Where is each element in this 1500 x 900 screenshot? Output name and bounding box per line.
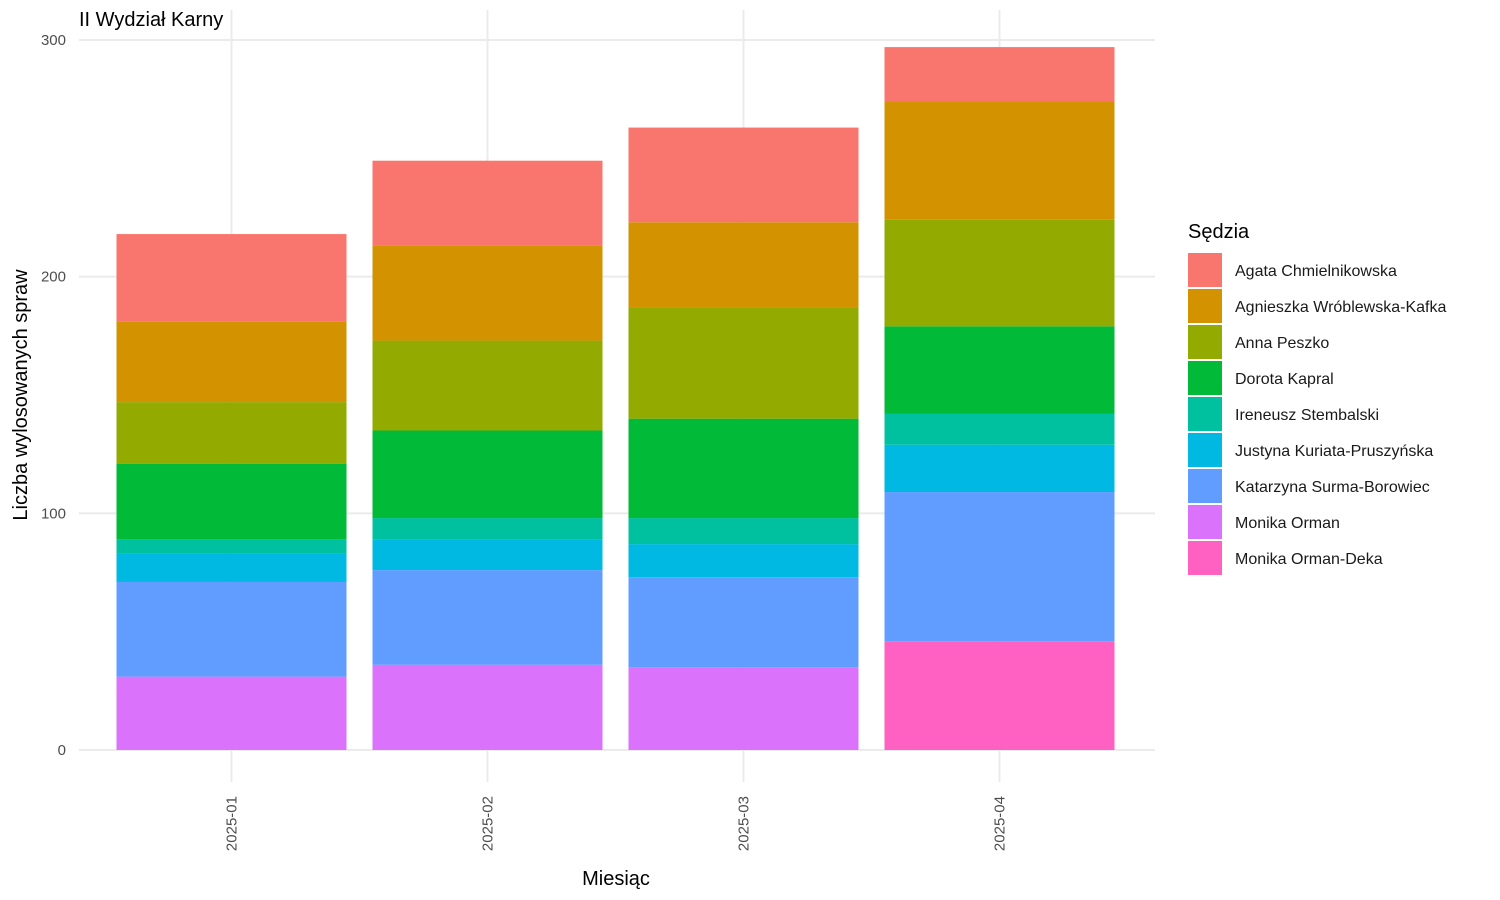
bar-segment — [628, 222, 859, 308]
legend-swatch — [1188, 361, 1222, 395]
bar-segment — [116, 539, 347, 554]
bar-segment — [372, 340, 603, 431]
bar-segment — [628, 127, 859, 223]
x-tick-label: 2025-01 — [224, 796, 241, 851]
y-tick-label: 0 — [58, 742, 66, 759]
bar-segment — [628, 307, 859, 419]
legend-label: Katarzyna Surma-Borowiec — [1235, 479, 1430, 496]
bar-segment — [372, 570, 603, 665]
bar-segment — [628, 544, 859, 578]
legend-swatch — [1188, 397, 1222, 431]
legend-label: Monika Orman — [1235, 515, 1340, 532]
y-tick-label: 100 — [41, 505, 66, 522]
bar-segment — [884, 413, 1115, 445]
bar-segment — [372, 539, 603, 571]
bar-segment — [884, 326, 1115, 414]
legend-label: Monika Orman-Deka — [1235, 551, 1383, 568]
y-axis-ticks: 0 100 200 300 — [41, 32, 66, 759]
bar-segment — [372, 245, 603, 341]
bar-segment — [116, 234, 347, 322]
bar-segment — [116, 676, 347, 750]
bar-segment — [884, 101, 1115, 220]
legend-swatch — [1188, 505, 1222, 539]
bar-segment — [372, 430, 603, 519]
bar-segment — [884, 444, 1115, 493]
legend-swatch — [1188, 433, 1222, 467]
bar-segment — [884, 492, 1115, 642]
bar-segment — [116, 321, 347, 403]
bar-segment — [884, 47, 1115, 102]
legend: Agata Chmielnikowska Agnieszka Wróblewska… — [1188, 253, 1446, 575]
bars — [116, 47, 1115, 750]
legend-swatch — [1188, 469, 1222, 503]
x-axis-ticks: 2025-01 2025-02 2025-03 2025-04 — [224, 796, 1009, 851]
legend-label: Agnieszka Wróblewska-Kafka — [1235, 299, 1446, 316]
y-axis-title: Liczba wylosowanych spraw — [10, 269, 32, 521]
bar-segment — [628, 667, 859, 750]
legend-label: Anna Peszko — [1235, 335, 1329, 352]
bar-segment — [372, 664, 603, 750]
bar-segment — [372, 160, 603, 246]
legend-swatch — [1188, 253, 1222, 287]
bar-segment — [116, 402, 347, 464]
x-tick-label: 2025-04 — [992, 796, 1009, 851]
bar-segment — [116, 581, 347, 677]
legend-label: Ireneusz Stembalski — [1235, 407, 1379, 424]
x-tick-label: 2025-03 — [736, 796, 753, 851]
legend-title: Sędzia — [1188, 221, 1250, 243]
bar-segment — [628, 418, 859, 519]
bar-segment — [372, 518, 603, 540]
bar-segment — [884, 219, 1115, 327]
bar-segment — [116, 463, 347, 540]
bar-segment — [116, 553, 347, 582]
bar-segment — [884, 641, 1115, 750]
bar-segment — [628, 577, 859, 668]
chart-title: II Wydział Karny — [79, 9, 223, 31]
y-tick-label: 300 — [41, 32, 66, 49]
x-axis-title: Miesiąc — [582, 868, 650, 890]
legend-label: Justyna Kuriata-Pruszyńska — [1235, 443, 1433, 460]
legend-label: Agata Chmielnikowska — [1235, 263, 1397, 280]
legend-label: Dorota Kapral — [1235, 371, 1334, 388]
x-tick-label: 2025-02 — [480, 796, 497, 851]
bar-segment — [628, 518, 859, 545]
y-tick-label: 200 — [41, 269, 66, 286]
legend-swatch — [1188, 289, 1222, 323]
legend-swatch — [1188, 325, 1222, 359]
legend-swatch — [1188, 541, 1222, 575]
